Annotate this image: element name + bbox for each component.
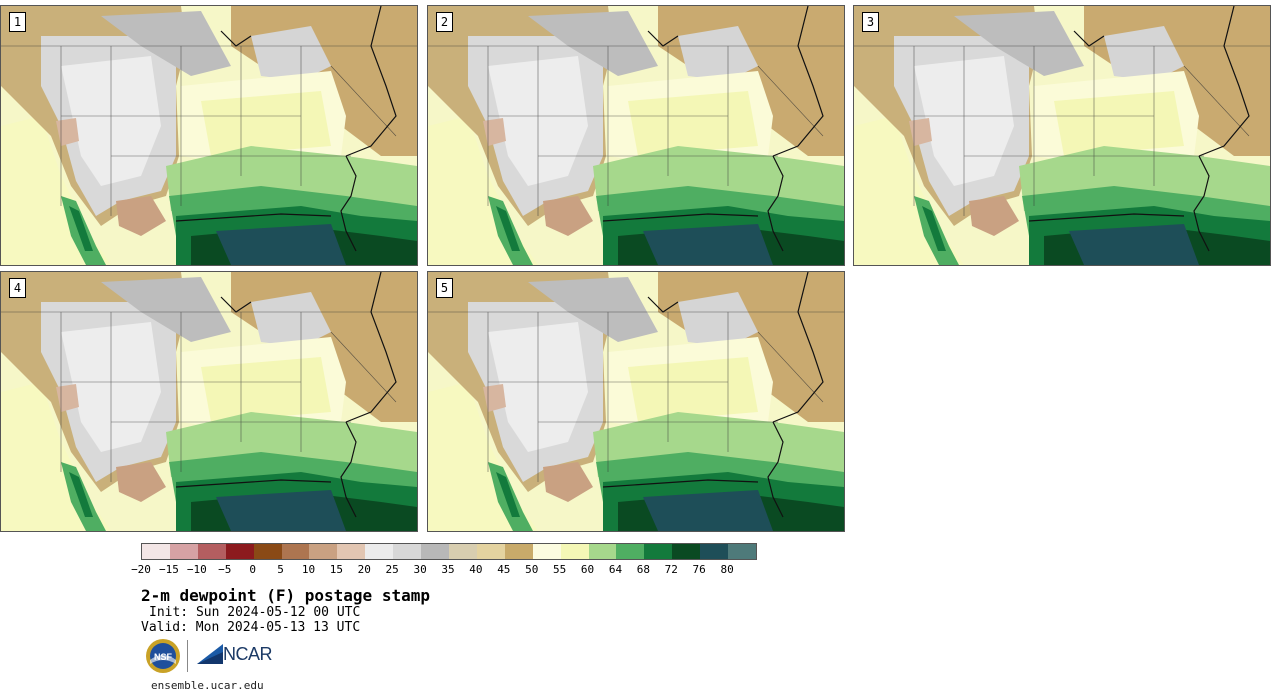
colorbar-tick-label: −10 [186, 563, 207, 576]
colorbar-tick-label: 10 [301, 563, 316, 576]
colorbar-swatch [225, 544, 254, 559]
sponsor-logos: NSF NCAR [145, 638, 275, 676]
colorbar-swatch [309, 544, 338, 559]
colorbar-swatch [448, 544, 477, 559]
colorbar-swatch [672, 544, 701, 559]
init-time: Init: Sun 2024-05-12 00 UTC [149, 605, 361, 620]
dewpoint-map [1, 272, 417, 531]
colorbar-tick-label: 64 [608, 563, 623, 576]
product-title: 2-m dewpoint (F) postage stamp [141, 586, 430, 605]
colorbar-swatch [421, 544, 449, 559]
colorbar-tick-label: 35 [441, 563, 455, 576]
colorbar-tick-label: 15 [329, 563, 343, 576]
colorbar-tick-label: 72 [664, 563, 678, 576]
member-panel-4[interactable]: 4 [0, 271, 418, 532]
colorbar-swatch [728, 544, 756, 559]
colorbar-swatch [281, 544, 310, 559]
colorbar-tick-label: −5 [218, 563, 232, 576]
colorbar-tick-label: 68 [636, 563, 650, 576]
member-panel-1[interactable]: 1 [0, 5, 418, 266]
member-panel-2[interactable]: 2 [427, 5, 845, 266]
colorbar-swatch [393, 544, 422, 559]
colorbar-tick-label: 50 [525, 563, 539, 576]
colorbar-swatch [560, 544, 589, 559]
ncar-logo-text: NCAR [223, 644, 273, 664]
colorbar-tick-label: −15 [158, 563, 179, 576]
colorbar-swatch [700, 544, 729, 559]
dewpoint-map [428, 272, 844, 531]
member-label: 1 [9, 12, 26, 32]
member-panel-5[interactable]: 5 [427, 271, 845, 532]
colorbar-tick-label: 76 [692, 563, 706, 576]
member-panel-3[interactable]: 3 [853, 5, 1271, 266]
dewpoint-map [428, 6, 844, 265]
colorbar-tick-label: 5 [277, 563, 284, 576]
colorbar-swatch [504, 544, 533, 559]
colorbar-swatch [337, 544, 366, 559]
dewpoint-map [1, 6, 417, 265]
member-label: 4 [9, 278, 26, 298]
colorbar-tick-label: 55 [553, 563, 567, 576]
member-label: 2 [436, 12, 453, 32]
colorbar-tick-label: 20 [357, 563, 371, 576]
colorbar-swatch [476, 544, 505, 559]
colorbar-swatch [253, 544, 282, 559]
colorbar-swatch [365, 544, 394, 559]
colorbar-ticks: −20 −15 −10 −5 0 5 10 15 20 25 30 35 40 45 50 55 60 64 68 7… [131, 563, 757, 577]
colorbar-swatch [197, 544, 226, 559]
dewpoint-map [854, 6, 1270, 265]
member-label: 5 [436, 278, 453, 298]
colorbar-tick-label: −20 [131, 563, 151, 576]
colorbar-tick-label: 30 [413, 563, 427, 576]
colorbar-tick-label: 25 [385, 563, 399, 576]
colorbar-tick-label: 40 [469, 563, 483, 576]
colorbar-swatch [142, 544, 170, 559]
colorbar-tick-label: 0 [249, 563, 256, 576]
colorbar-swatch [588, 544, 617, 559]
colorbar-tick-label: 80 [720, 563, 734, 576]
member-label: 3 [862, 12, 879, 32]
site-url[interactable]: ensemble.ucar.edu [151, 679, 264, 692]
colorbar-swatch [532, 544, 561, 559]
colorbar-tick-label: 60 [580, 563, 595, 576]
nsf-logo: NSF [146, 639, 180, 673]
colorbar-tick-label: 45 [497, 563, 511, 576]
colorbar-swatch [644, 544, 673, 559]
logo-separator [187, 640, 188, 672]
colorbar-swatch [616, 544, 645, 559]
nsf-text: NSF [154, 652, 173, 662]
colorbar-swatch [169, 544, 198, 559]
dewpoint-colorbar [141, 543, 757, 560]
valid-time: Valid: Mon 2024-05-13 13 UTC [141, 620, 361, 635]
ncar-mark-icon [197, 644, 223, 664]
